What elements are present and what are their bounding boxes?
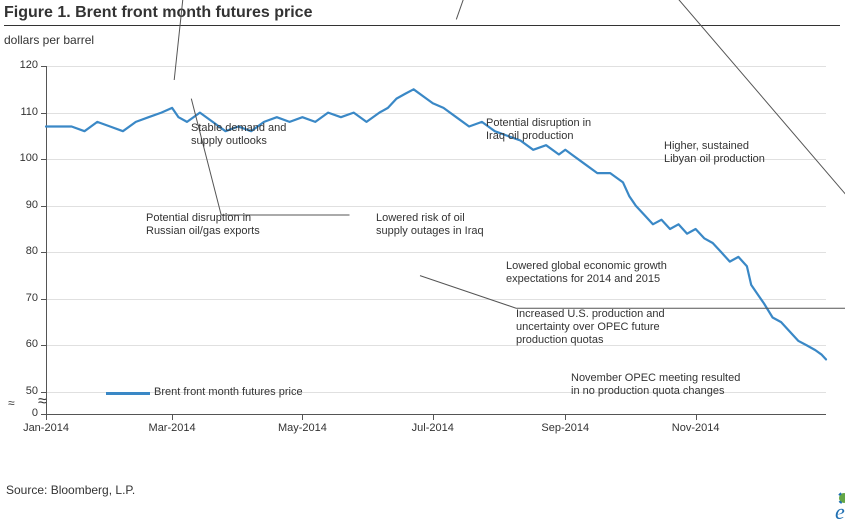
chart-plot-area: 05060708090100110120≈≈Jan-2014Mar-2014Ma… bbox=[46, 60, 826, 440]
annotation-label: Potential disruption in Iraq oil product… bbox=[486, 117, 591, 143]
y-tick-label: 60 bbox=[4, 338, 38, 350]
source-label: Source: Bloomberg, L.P. bbox=[6, 483, 135, 497]
y-tick-label: 120 bbox=[4, 59, 38, 71]
annotation-leader bbox=[456, 0, 740, 19]
eia-logo-svg: eia bbox=[835, 491, 845, 523]
annotation-label: Increased U.S. production and uncertaint… bbox=[516, 308, 665, 348]
annotation-leader bbox=[576, 0, 845, 196]
y-tick-label: 90 bbox=[4, 199, 38, 211]
annotation-label: Stable demand and supply outlooks bbox=[191, 122, 286, 148]
annotation-leader bbox=[191, 99, 349, 215]
y-tick-label: 70 bbox=[4, 292, 38, 304]
legend-line-sample bbox=[106, 392, 150, 395]
legend-label: Brent front month futures price bbox=[154, 386, 303, 398]
figure-container: Figure 1. Brent front month futures pric… bbox=[0, 0, 845, 503]
title-underline bbox=[4, 25, 840, 26]
annotation-label: Higher, sustained Libyan oil production bbox=[664, 140, 765, 166]
figure-title: Figure 1. Brent front month futures pric… bbox=[4, 4, 312, 22]
y-axis-unit-label: dollars per barrel bbox=[4, 33, 94, 47]
y-tick-label: 100 bbox=[4, 152, 38, 164]
y-tick-label: 110 bbox=[4, 106, 38, 118]
annotation-label: November OPEC meeting resulted in no pro… bbox=[571, 372, 740, 398]
axis-break-icon: ≈ bbox=[8, 396, 15, 410]
annotation-label: Potential disruption in Russian oil/gas … bbox=[146, 212, 260, 238]
annotation-label: Lowered global economic growth expectati… bbox=[506, 260, 667, 286]
annotation-label: Lowered risk of oil supply outages in Ir… bbox=[376, 212, 484, 238]
y-tick-label: 80 bbox=[4, 245, 38, 257]
